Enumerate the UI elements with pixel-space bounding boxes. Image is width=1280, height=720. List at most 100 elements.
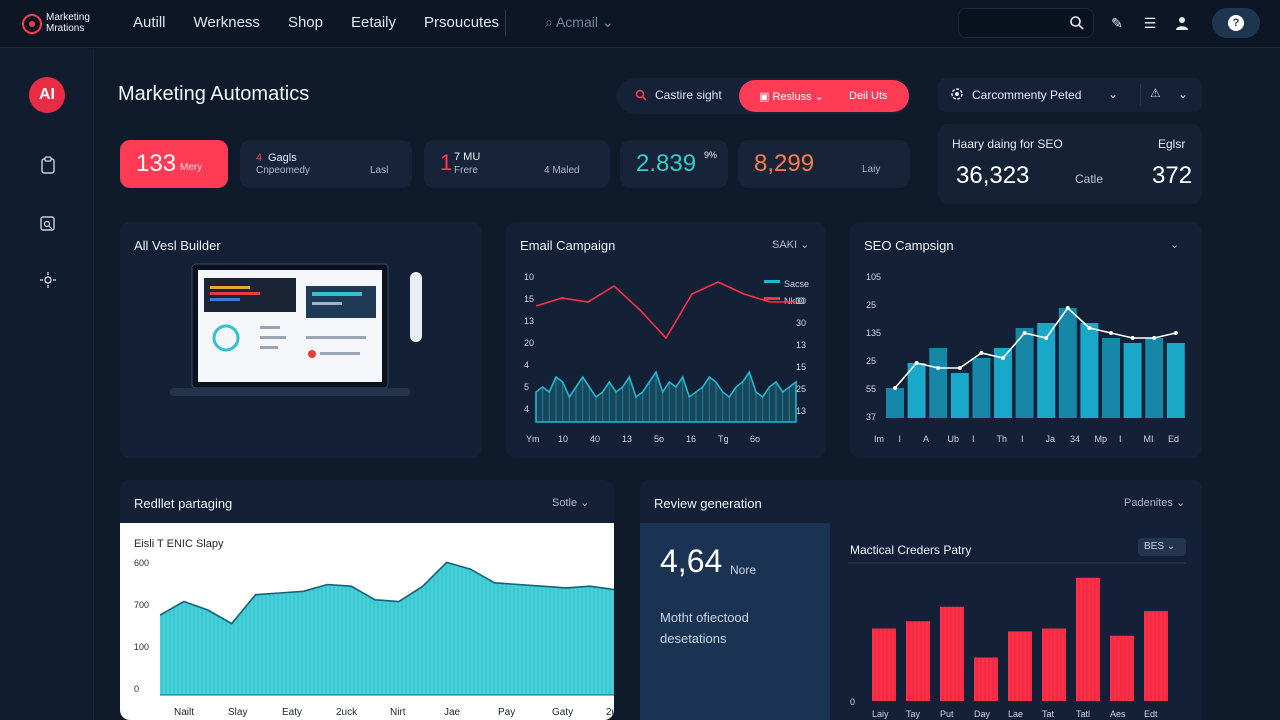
bar [886,388,904,418]
y-tick-label: 25 [866,300,876,310]
divider [1140,84,1141,106]
kpi-card-2[interactable]: 4 Gagls Cnpeomedy Lasl [240,140,412,188]
x-tick-label: Slay [228,707,247,718]
search-input[interactable] [958,8,1094,38]
seo-summary-value: 36,323 [956,162,1030,189]
seo-summary-right-value: 372 [1152,162,1193,189]
community-label: Carcommenty Peted [972,88,1082,102]
nav-item-prsoucutes[interactable]: Prsoucutes [424,14,500,31]
legend-label: Sacse [784,279,809,289]
y-tick-label: 15 [524,294,534,304]
bar [1102,338,1120,418]
x-tick-label: 6o [750,434,760,444]
series-line-sacse [535,370,797,423]
x-tick-label: 13 [622,434,632,444]
nav-item-eetaily[interactable]: Eetaily [350,14,397,31]
redlet-dropdown-label: Sotle [552,497,578,509]
chevron-down-icon[interactable]: ⌄ [1178,87,1189,101]
x-tick-label: Mp [1095,434,1108,444]
results-toolbar: ▣ Resluss ⌄ Deil Uts [739,80,909,112]
trend-point [1152,336,1157,340]
details-button[interactable]: Deil Uts [849,90,888,102]
pencil-icon[interactable]: ✎ [1111,14,1123,31]
kpi-sub: Frere [454,165,478,176]
y-tick-label: 0 [850,697,855,707]
y-tick-label: 55 [866,384,876,394]
bar [950,373,969,418]
kpi-card-5[interactable]: 8,299 Laiy [738,140,910,188]
laptop-preview[interactable] [170,258,430,408]
nav-item-werkness[interactable]: Werkness [193,14,260,31]
seo-summary-title: Haary daing for SEO [952,137,1063,151]
email-campaign-chart: 10 15 13 20 4 5 4 30 30 13 15 25 13 Ym 10 40 13 5o 16 Tg 6o S… [524,272,809,444]
seo-title: SEO Campsign [864,238,954,253]
seo-summary-mid: Catle [1075,172,1104,186]
bar [1042,628,1066,701]
brand-logo[interactable]: Marketing Mrations [18,10,108,38]
y-tick-label: 5 [524,382,529,392]
kpi-label: 7 MU [454,151,481,163]
ai-badge[interactable]: AI [29,77,65,113]
top-bar: Marketing Mrations Autill Werkness Shop … [0,0,1280,48]
user-icon[interactable] [1171,12,1193,34]
y-tick-label: 0 [134,684,139,694]
x-tick-label: Put [940,709,954,719]
kpi-extra: 4 Maled [544,165,580,176]
trend-point [957,366,962,370]
chevron-down-icon[interactable]: ⌄ [1170,239,1180,251]
account-select[interactable]: ⌕ Acmail ⌄ [545,14,614,31]
email-title: Email Campaign [520,238,616,253]
bar [974,657,998,701]
search-sight-label: Castire sight [655,88,722,102]
search-icon [635,89,647,101]
x-tick-label: Nirt [390,707,406,718]
alert-icon[interactable]: ⚠ [1150,86,1161,100]
y-tick-label: 13 [524,316,534,326]
y-tick-label: 13 [796,340,806,350]
x-tick-label: Laiy [872,709,889,719]
nav-divider [505,10,506,36]
settings-sparkle-icon[interactable] [38,270,58,290]
clipboard-icon[interactable] [38,155,58,175]
kpi-card-3[interactable]: 1 7 MU Frere 4 Maled [424,140,610,188]
x-tick-label: Day [974,709,991,719]
kpi-value: 4 [256,152,263,164]
review-chart-title: Mactical Creders Patry [850,543,972,557]
results-filter-button[interactable]: ▣ Resluss ⌄ [759,91,824,103]
bar [1123,343,1142,418]
bar [929,348,948,418]
x-tick-label: Edt [1144,709,1158,719]
review-chart-dropdown[interactable]: BES ⌄ [1138,538,1186,556]
seo-summary-card[interactable]: Haary daing for SEO Eglsr 36,323 Catle 3… [938,124,1202,204]
email-dropdown[interactable]: SAKI ⌄ [772,239,810,251]
nav-item-autill[interactable]: Autill [133,14,166,31]
y-tick-label: 135 [866,328,881,338]
redlet-dropdown[interactable]: Sotle ⌄ [552,497,590,509]
trend-point [1130,336,1135,340]
kpi-value: 2.839 [636,150,697,177]
trend-point [893,386,897,390]
y-tick-label: 25 [796,384,806,394]
search-sight-button[interactable]: Castire sight [635,88,722,102]
bar [1015,328,1034,418]
help-button[interactable]: ? [1212,8,1260,38]
review-panel: Review generation Padenites ⌄ 4,64 Nore … [640,480,1202,720]
bar [1166,343,1185,418]
trend-line [894,306,1176,389]
kpi-card-1[interactable]: 133 Mery [120,140,228,188]
x-tick-label: Eaty [282,707,302,718]
y-tick-label: 100 [134,642,149,652]
account-select-label: Acmail [555,14,598,30]
kpi-value: 1 [440,150,453,175]
image-search-icon[interactable] [38,213,58,233]
y-tick-label: 15 [796,362,806,372]
list-icon[interactable]: ☰ [1143,14,1157,31]
kpi-card-4[interactable]: 2.839 9% [620,140,728,188]
bar [940,606,964,701]
community-dropdown[interactable]: Carcommenty Peted ⌄ ⚠ ⌄ [938,78,1202,112]
nav-item-shop[interactable]: Shop [287,14,323,31]
redlet-area-chart: Eisli T ENIC Slapy 600 700 100 0 Nailt Slay Eat… [134,538,623,718]
review-dropdown[interactable]: Padenites ⌄ [1124,497,1186,509]
review-unit: Nore [730,563,757,577]
trend-point [1022,331,1027,335]
